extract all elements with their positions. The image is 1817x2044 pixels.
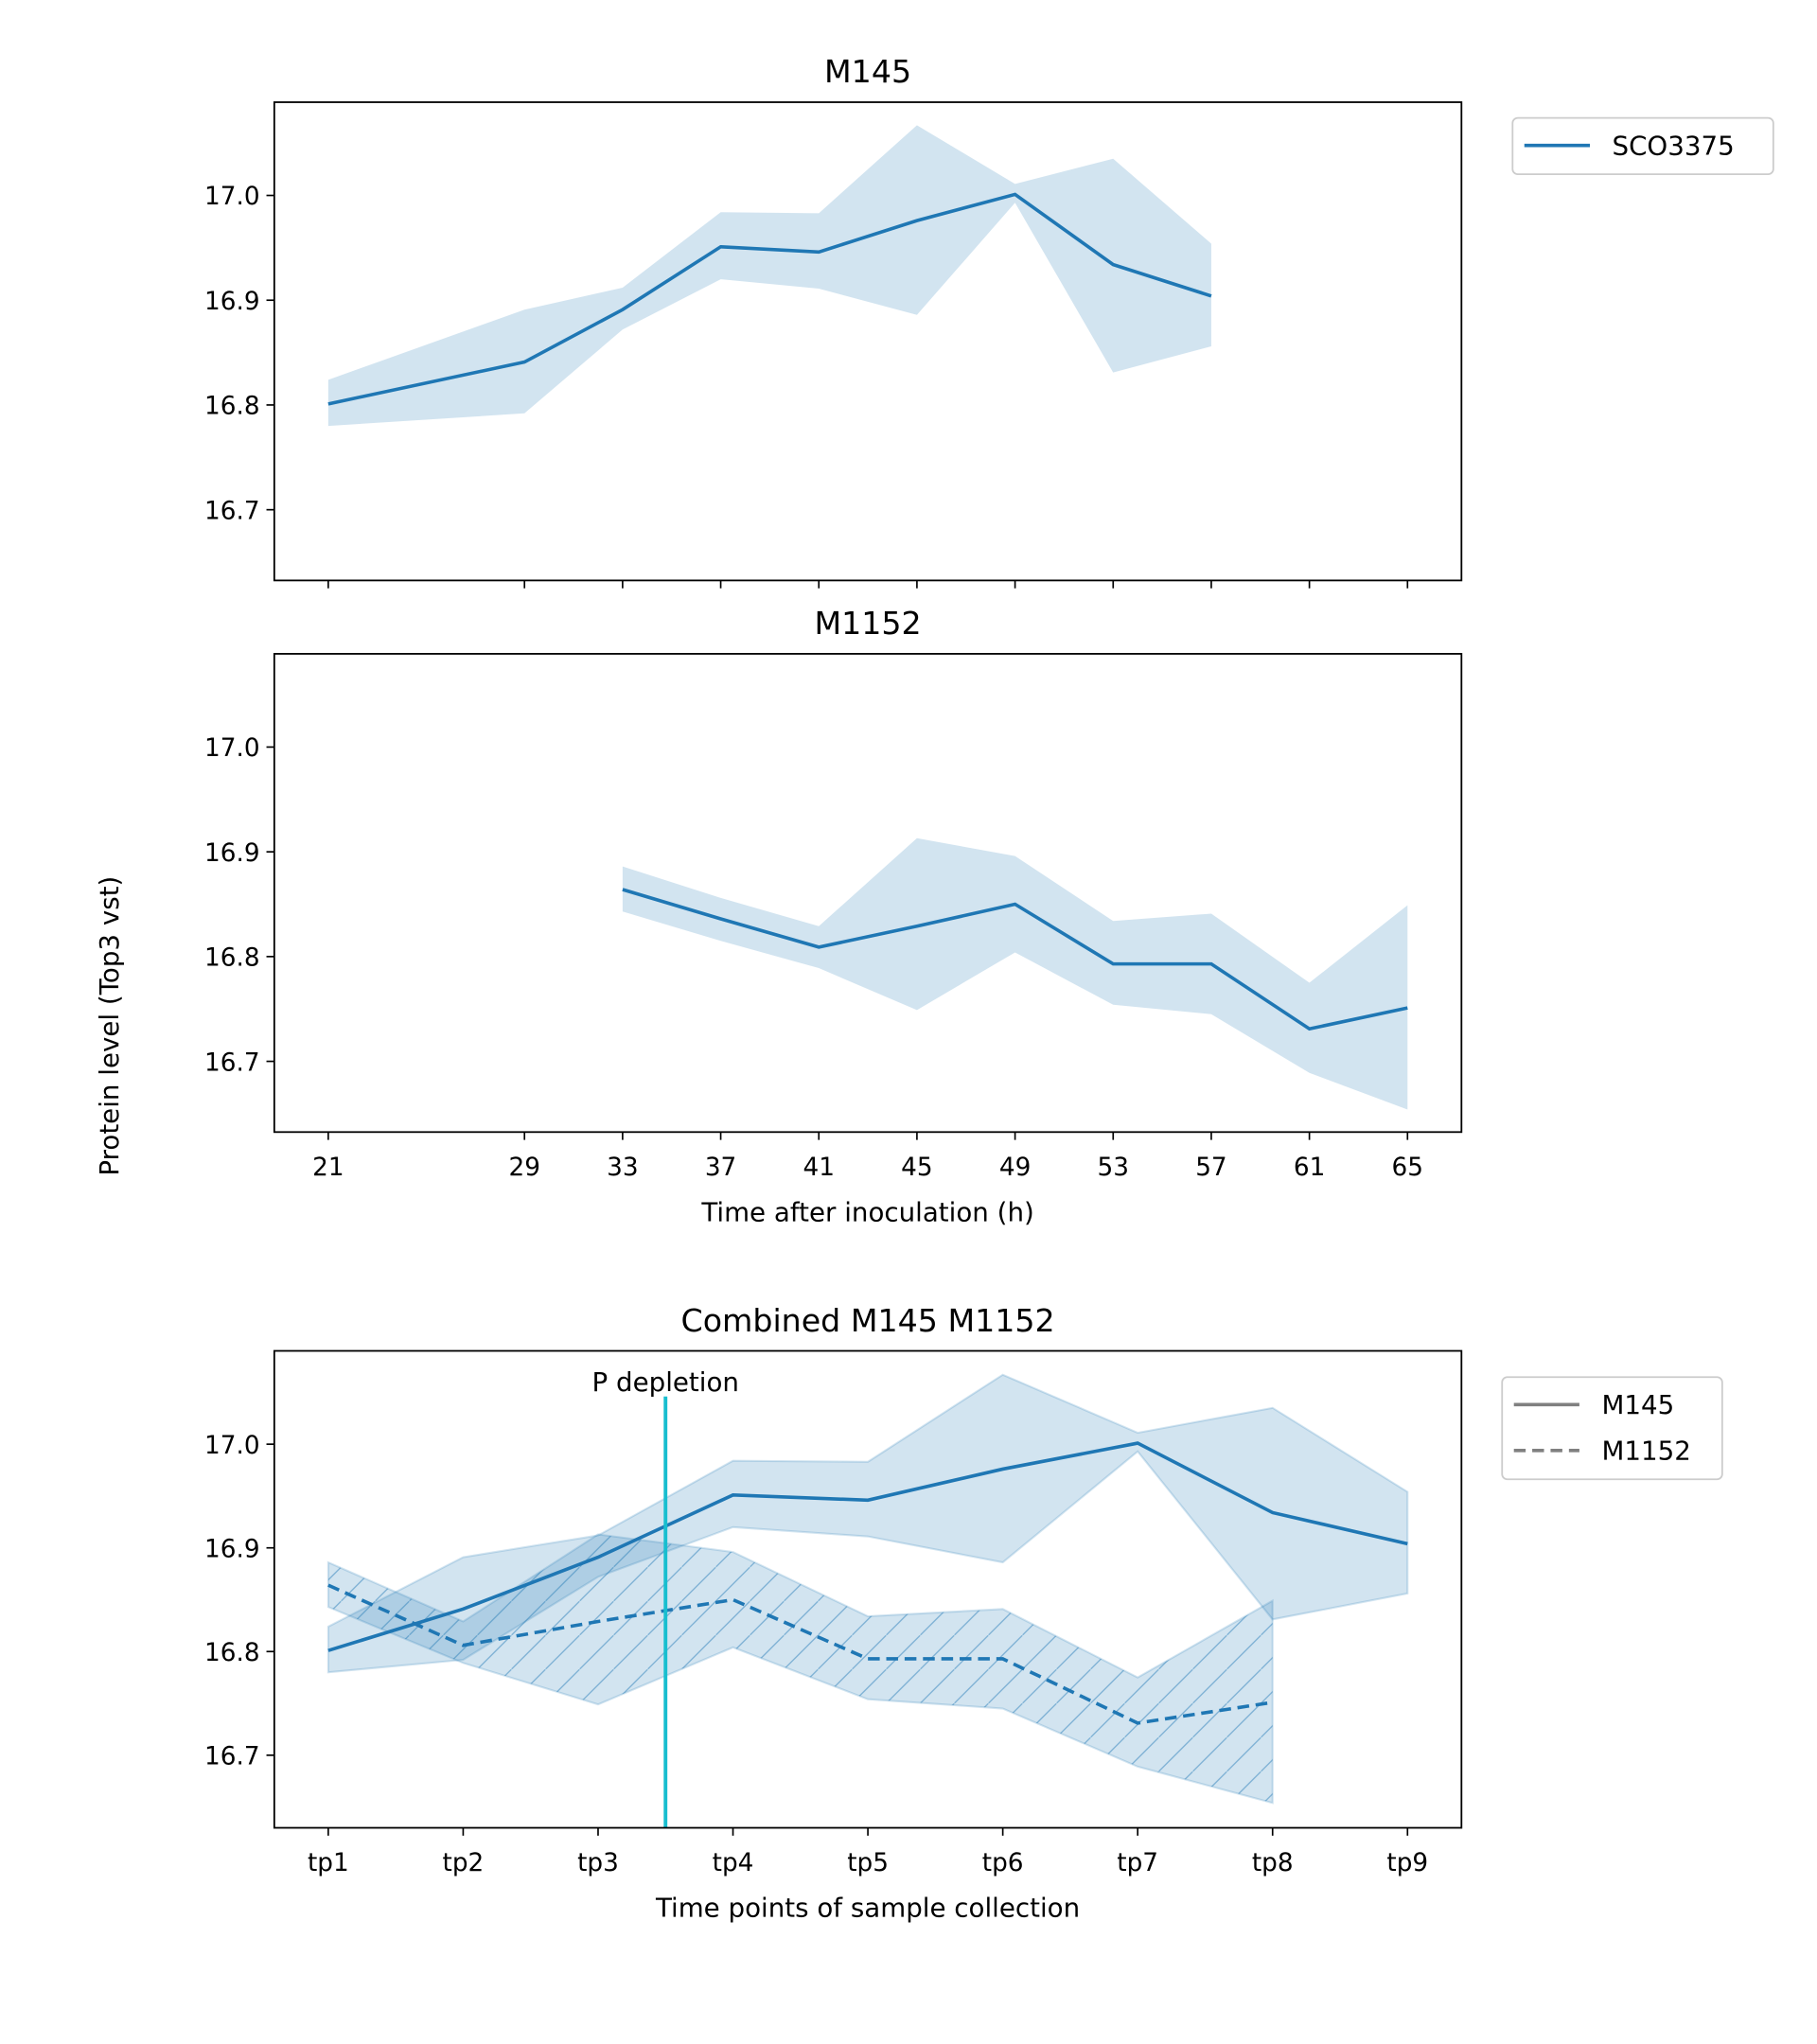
confidence-band: [622, 837, 1408, 1110]
x-tick-label: tp6: [982, 1849, 1024, 1877]
x-tick-label: 61: [1294, 1154, 1325, 1182]
chart-title: M145: [824, 53, 911, 90]
x-tick-label: 41: [803, 1154, 835, 1182]
x-tick-label: tp1: [308, 1849, 349, 1877]
x-tick-label: 57: [1195, 1154, 1226, 1182]
annotation: P depletion: [592, 1366, 739, 1398]
chart-title: Combined M145 M1152: [680, 1302, 1054, 1339]
x-tick-label: tp2: [443, 1849, 485, 1877]
legend-label: M145: [1601, 1389, 1674, 1420]
legend-label: M1152: [1601, 1435, 1690, 1466]
x-tick-label: 49: [999, 1154, 1031, 1182]
x-tick-label: tp9: [1386, 1849, 1428, 1877]
band-hatch: [327, 1534, 1273, 1804]
y-tick-label: 16.8: [204, 393, 260, 421]
x-tick-label: tp4: [713, 1849, 754, 1877]
x-tick-label: 21: [312, 1154, 344, 1182]
y-tick-label: 16.9: [204, 288, 260, 316]
y-tick-label: 17.0: [204, 183, 260, 211]
y-tick-label: 16.8: [204, 1639, 260, 1667]
y-axis-label: Protein level (Top3 vst): [94, 876, 125, 1176]
x-tick-label: tp8: [1252, 1849, 1294, 1877]
axes-frame: [273, 653, 1463, 1134]
y-tick-label: 16.9: [204, 839, 260, 868]
x-tick-label: 53: [1098, 1154, 1129, 1182]
x-tick-label: 45: [901, 1154, 932, 1182]
series-line: [327, 192, 1212, 406]
legend-label: SCO3375: [1613, 130, 1735, 161]
series-line: [622, 888, 1408, 1031]
y-tick-label: 16.9: [204, 1535, 260, 1563]
x-tick-label: 65: [1392, 1154, 1423, 1182]
x-tick-label: 29: [508, 1154, 539, 1182]
y-tick-label: 17.0: [204, 1432, 260, 1460]
x-axis-label: Time points of sample collection: [655, 1893, 1080, 1924]
x-tick-label: 37: [705, 1154, 736, 1182]
y-tick-label: 17.0: [204, 734, 260, 763]
series-line: [327, 1583, 1274, 1725]
y-tick-label: 16.8: [204, 944, 260, 973]
x-axis-label: Time after inoculation (h): [700, 1196, 1033, 1227]
legend-box: [1501, 1376, 1723, 1481]
y-tick-label: 16.7: [204, 1743, 260, 1771]
x-tick-label: tp5: [847, 1849, 889, 1877]
x-tick-label: tp3: [577, 1849, 619, 1877]
axes-frame: [273, 101, 1463, 582]
y-tick-label: 16.7: [204, 1048, 260, 1077]
chart-title: M1152: [814, 605, 921, 642]
x-tick-label: tp7: [1117, 1849, 1158, 1877]
x-tick-label: 33: [607, 1154, 638, 1182]
series-line: [327, 1441, 1408, 1652]
y-tick-label: 16.7: [204, 497, 260, 525]
legend-box: [1511, 116, 1774, 176]
